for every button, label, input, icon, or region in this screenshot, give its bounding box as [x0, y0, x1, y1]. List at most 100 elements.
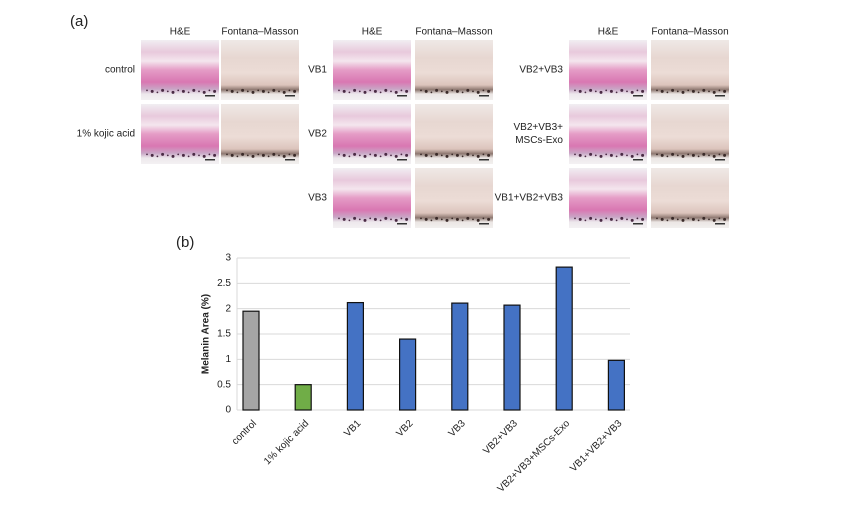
pigment — [636, 89, 639, 92]
pigment — [605, 89, 608, 92]
pigment — [293, 153, 297, 157]
pigment — [718, 153, 721, 156]
pigment — [177, 89, 180, 92]
pigment — [578, 217, 582, 221]
pigment — [691, 217, 695, 221]
pigment — [605, 217, 608, 220]
pigment — [455, 217, 459, 221]
pigment — [702, 88, 706, 92]
pigment — [461, 219, 464, 222]
pigment — [482, 217, 485, 220]
pigment — [578, 153, 582, 157]
pigment — [384, 216, 388, 220]
pigment — [712, 154, 716, 158]
row-label: MSCs-Exo — [515, 135, 563, 146]
scale-bar — [205, 95, 215, 97]
pigment — [687, 153, 690, 156]
column-header: Fontana–Masson — [651, 27, 728, 38]
bar — [555, 266, 573, 411]
micrograph — [569, 104, 647, 164]
pigment — [171, 90, 175, 94]
micrograph — [569, 168, 647, 228]
scale-bar — [479, 95, 489, 97]
pigment — [697, 91, 700, 94]
pigment — [594, 154, 597, 157]
micrograph — [221, 40, 299, 100]
pigment — [681, 154, 685, 158]
pigment — [379, 219, 382, 222]
pigment — [420, 153, 422, 156]
pigment — [487, 217, 491, 221]
x-tick-label: VB2 — [394, 418, 415, 439]
pigment — [424, 217, 428, 221]
pigment — [708, 218, 710, 221]
pigment — [394, 218, 398, 222]
x-tick-label: VB2+VB3 — [481, 418, 520, 457]
pigment — [630, 218, 634, 222]
pigment — [246, 154, 249, 157]
pigment — [660, 89, 664, 93]
pigment — [236, 91, 239, 94]
pigment — [574, 153, 576, 156]
pigment — [430, 219, 433, 222]
bar — [346, 301, 364, 411]
row-label: control — [105, 65, 135, 76]
pigment — [373, 217, 377, 221]
column-header: H&E — [362, 27, 383, 38]
micrograph — [333, 40, 411, 100]
pigment — [192, 152, 196, 156]
row-label: VB1+VB2+VB3 — [495, 193, 564, 204]
pigment — [288, 153, 291, 156]
pigment — [146, 153, 148, 156]
pigment — [251, 90, 255, 94]
pigment — [278, 154, 280, 157]
pigment — [390, 90, 392, 93]
pigment — [267, 91, 270, 94]
pigment — [626, 90, 628, 93]
pigment — [466, 216, 470, 220]
pigment — [226, 89, 228, 92]
pigment — [226, 153, 228, 156]
pigment — [353, 216, 357, 220]
pigment — [487, 153, 491, 157]
pigment — [358, 154, 361, 157]
micrograph — [569, 40, 647, 100]
pigment — [261, 153, 265, 157]
pigment — [589, 216, 593, 220]
pigment — [466, 88, 470, 92]
panel-label: (b) — [176, 234, 194, 251]
pigment — [384, 88, 388, 92]
pigment — [666, 155, 669, 158]
pigment — [718, 217, 721, 220]
pigment — [272, 88, 276, 92]
x-tick-label: 1% kojic acid — [262, 418, 311, 467]
pigment — [394, 90, 398, 94]
scale-bar — [479, 223, 489, 225]
pigment — [430, 155, 433, 158]
y-axis-title: Melanin Area (%) — [201, 294, 212, 374]
pigment — [424, 89, 428, 93]
pigment — [589, 152, 593, 156]
pigment — [708, 90, 710, 93]
pigment — [461, 91, 464, 94]
pigment — [620, 152, 624, 156]
pigment — [630, 154, 634, 158]
pigment — [348, 219, 351, 222]
pigment — [615, 155, 618, 158]
bar — [399, 338, 417, 411]
pigment — [177, 153, 180, 156]
pigment — [435, 152, 439, 156]
pigment — [451, 153, 454, 156]
pigment — [620, 88, 624, 92]
pigment — [267, 155, 270, 158]
scale-bar — [397, 223, 407, 225]
pigment — [440, 90, 443, 93]
bar — [607, 359, 626, 411]
pigment — [445, 218, 449, 222]
pigment — [599, 90, 603, 94]
pigment — [723, 89, 727, 93]
pigment — [213, 153, 217, 157]
pigment — [369, 89, 372, 92]
pigment — [708, 154, 710, 157]
